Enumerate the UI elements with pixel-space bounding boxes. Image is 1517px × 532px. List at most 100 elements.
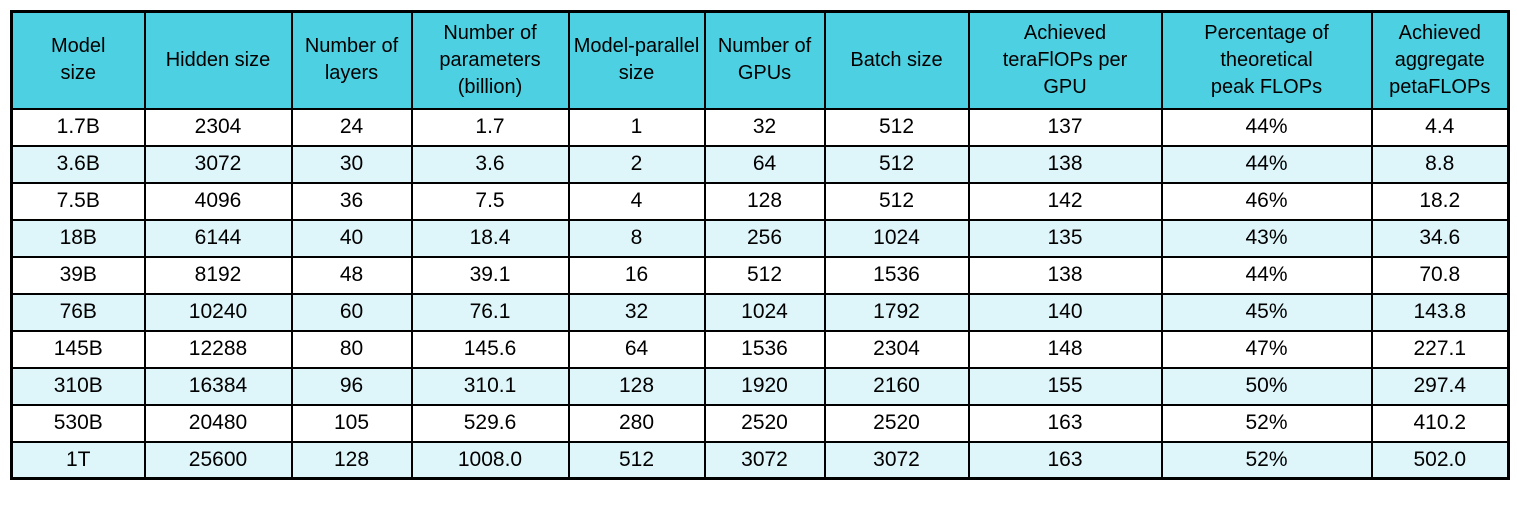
table-row-76B: 76B 10240 60 76.1 32 1024 1792 140 45% 143.8 xyxy=(10,292,1510,332)
table-cell: 25600 xyxy=(143,440,293,480)
table-cell: 2304 xyxy=(143,107,293,147)
table-cell: 20480 xyxy=(143,403,293,443)
table-cell: 280 xyxy=(567,403,706,443)
table-cell: 128 xyxy=(290,440,413,480)
table-cell: 10240 xyxy=(143,292,293,332)
column-header-10: Achieved aggregate petaFLOPs xyxy=(1370,10,1510,110)
table-row-7.5B: 7.5B 4096 36 7.5 4 128 512 142 46% 18.2 xyxy=(10,181,1510,221)
table-cell: 70.8 xyxy=(1370,255,1510,295)
table-cell: 64 xyxy=(703,144,826,184)
table-cell: 47% xyxy=(1160,329,1373,369)
table-cell: 227.1 xyxy=(1370,329,1510,369)
table-row-3.6B: 3.6B 3072 30 3.6 2 64 512 138 44% 8.8 xyxy=(10,144,1510,184)
table-cell: 3072 xyxy=(823,440,970,480)
table-cell: 140 xyxy=(967,292,1163,332)
table-cell: 32 xyxy=(703,107,826,147)
column-header-9: Percentage of theoretical peak FLOPs xyxy=(1160,10,1373,110)
table-header: Model size Hidden size Number of layers Num… xyxy=(10,10,1510,110)
table-cell: 145B xyxy=(10,329,146,369)
table-cell: 76.1 xyxy=(410,292,570,332)
table-cell: 44% xyxy=(1160,255,1373,295)
table-cell: 39.1 xyxy=(410,255,570,295)
table-cell: 45% xyxy=(1160,292,1373,332)
table-cell: 137 xyxy=(967,107,1163,147)
table-cell: 502.0 xyxy=(1370,440,1510,480)
table-row-39B: 39B 8192 48 39.1 16 512 1536 138 44% 70.8 xyxy=(10,255,1510,295)
table-cell: 80 xyxy=(290,329,413,369)
table-container: Model size Hidden size Number of layers Num… xyxy=(10,10,1510,480)
table-cell: 3072 xyxy=(703,440,826,480)
table-cell: 1.7B xyxy=(10,107,146,147)
column-header-6: Number of GPUs xyxy=(703,10,826,110)
table-row-1T: 1T 25600 128 1008.0 512 3072 3072 163 52% 502.0 xyxy=(10,440,1510,480)
table-cell: 512 xyxy=(567,440,706,480)
table-cell: 142 xyxy=(967,181,1163,221)
table-cell: 512 xyxy=(823,144,970,184)
table-cell: 1792 xyxy=(823,292,970,332)
table-cell: 18B xyxy=(10,218,146,258)
table-cell: 3.6B xyxy=(10,144,146,184)
table-cell: 18.2 xyxy=(1370,181,1510,221)
table-cell: 52% xyxy=(1160,440,1373,480)
column-header-1: Model size xyxy=(10,10,146,110)
table-cell: 145.6 xyxy=(410,329,570,369)
table-cell: 3072 xyxy=(143,144,293,184)
table-cell: 2160 xyxy=(823,366,970,406)
table-cell: 32 xyxy=(567,292,706,332)
table-cell: 2 xyxy=(567,144,706,184)
table-cell: 105 xyxy=(290,403,413,443)
table-cell: 6144 xyxy=(143,218,293,258)
table-cell: 512 xyxy=(703,255,826,295)
table-cell: 128 xyxy=(567,366,706,406)
table-cell: 148 xyxy=(967,329,1163,369)
table-cell: 4096 xyxy=(143,181,293,221)
table-cell: 310.1 xyxy=(410,366,570,406)
table-cell: 16 xyxy=(567,255,706,295)
table-cell: 138 xyxy=(967,255,1163,295)
column-header-7: Batch size xyxy=(823,10,970,110)
table-cell: 16384 xyxy=(143,366,293,406)
table-cell: 8192 xyxy=(143,255,293,295)
table-cell: 1536 xyxy=(823,255,970,295)
table-cell: 24 xyxy=(290,107,413,147)
table-row-530B: 530B 20480 105 529.6 280 2520 2520 163 52% 410.2 xyxy=(10,403,1510,443)
table-cell: 52% xyxy=(1160,403,1373,443)
column-header-4: Number of parameters (billion) xyxy=(410,10,570,110)
table-cell: 135 xyxy=(967,218,1163,258)
table-cell: 2304 xyxy=(823,329,970,369)
table-cell: 34.6 xyxy=(1370,218,1510,258)
table-cell: 7.5B xyxy=(10,181,146,221)
table-cell: 1T xyxy=(10,440,146,480)
table-cell: 530B xyxy=(10,403,146,443)
header-row: Model size Hidden size Number of layers Num… xyxy=(10,10,1510,110)
table-cell: 7.5 xyxy=(410,181,570,221)
table-cell: 96 xyxy=(290,366,413,406)
table-cell: 36 xyxy=(290,181,413,221)
table-cell: 529.6 xyxy=(410,403,570,443)
table-row-310B: 310B 16384 96 310.1 128 1920 2160 155 50% 297.4 xyxy=(10,366,1510,406)
column-header-5: Model-parallel size xyxy=(567,10,706,110)
table-cell: 40 xyxy=(290,218,413,258)
table-cell: 512 xyxy=(823,107,970,147)
table-cell: 44% xyxy=(1160,107,1373,147)
table-cell: 1.7 xyxy=(410,107,570,147)
table-cell: 8 xyxy=(567,218,706,258)
table-cell: 2520 xyxy=(703,403,826,443)
table-cell: 163 xyxy=(967,403,1163,443)
table-cell: 1008.0 xyxy=(410,440,570,480)
table-cell: 1024 xyxy=(823,218,970,258)
table-cell: 1 xyxy=(567,107,706,147)
table-cell: 8.8 xyxy=(1370,144,1510,184)
column-header-2: Hidden size xyxy=(143,10,293,110)
table-cell: 3.6 xyxy=(410,144,570,184)
table-cell: 138 xyxy=(967,144,1163,184)
table-cell: 48 xyxy=(290,255,413,295)
table-cell: 4.4 xyxy=(1370,107,1510,147)
table-cell: 155 xyxy=(967,366,1163,406)
table-cell: 1536 xyxy=(703,329,826,369)
table-cell: 1920 xyxy=(703,366,826,406)
table-cell: 18.4 xyxy=(410,218,570,258)
table-cell: 1024 xyxy=(703,292,826,332)
table-row-18B: 18B 6144 40 18.4 8 256 1024 135 43% 34.6 xyxy=(10,218,1510,258)
table-cell: 43% xyxy=(1160,218,1373,258)
